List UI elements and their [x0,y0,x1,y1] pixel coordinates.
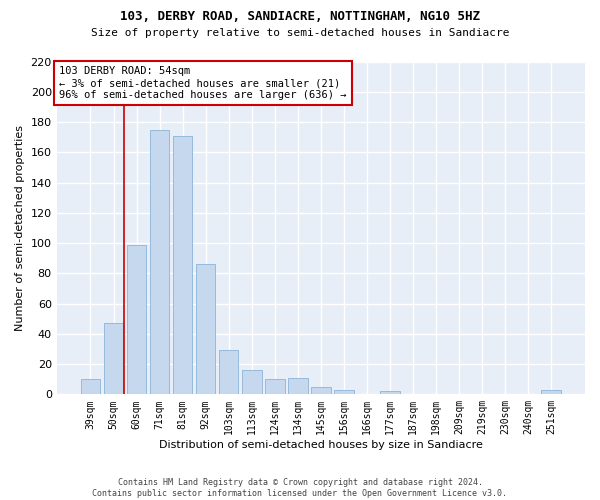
Bar [80,379,100,394]
Bar [173,136,193,394]
Bar [127,244,146,394]
Text: 103 DERBY ROAD: 54sqm
← 3% of semi-detached houses are smaller (21)
96% of semi-: 103 DERBY ROAD: 54sqm ← 3% of semi-detac… [59,66,347,100]
Text: Size of property relative to semi-detached houses in Sandiacre: Size of property relative to semi-detach… [91,28,509,38]
Y-axis label: Number of semi-detached properties: Number of semi-detached properties [15,125,25,331]
Text: Contains HM Land Registry data © Crown copyright and database right 2024.
Contai: Contains HM Land Registry data © Crown c… [92,478,508,498]
Bar [541,390,561,394]
Bar [150,130,169,394]
Bar [311,387,331,394]
Bar [265,379,284,394]
Bar [288,378,308,394]
Bar [380,392,400,394]
Bar [334,390,353,394]
Bar [104,323,123,394]
X-axis label: Distribution of semi-detached houses by size in Sandiacre: Distribution of semi-detached houses by … [159,440,483,450]
Bar [219,350,238,395]
Text: 103, DERBY ROAD, SANDIACRE, NOTTINGHAM, NG10 5HZ: 103, DERBY ROAD, SANDIACRE, NOTTINGHAM, … [120,10,480,23]
Bar [196,264,215,394]
Bar [242,370,262,394]
